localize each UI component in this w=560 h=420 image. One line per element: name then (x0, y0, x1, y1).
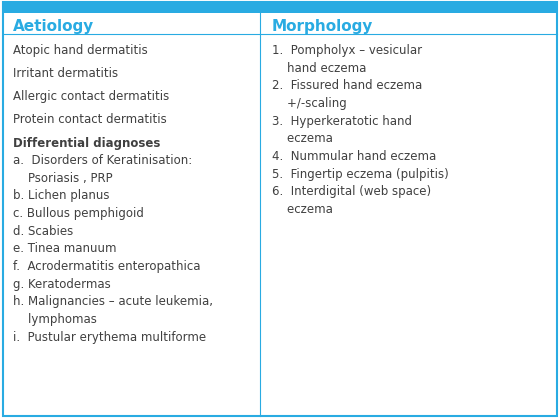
Text: Allergic contact dermatitis: Allergic contact dermatitis (13, 90, 169, 103)
Text: 6.  Interdigital (web space): 6. Interdigital (web space) (272, 185, 431, 198)
FancyBboxPatch shape (3, 2, 557, 13)
Text: Psoriasis , PRP: Psoriasis , PRP (13, 172, 113, 185)
Text: 3.  Hyperkeratotic hand: 3. Hyperkeratotic hand (272, 115, 412, 128)
Text: d. Scabies: d. Scabies (13, 225, 73, 238)
FancyBboxPatch shape (3, 2, 557, 416)
Text: a.  Disorders of Keratinisation:: a. Disorders of Keratinisation: (13, 154, 192, 167)
Text: eczema: eczema (272, 203, 333, 216)
Text: 4.  Nummular hand eczema: 4. Nummular hand eczema (272, 150, 436, 163)
Text: Aetiology: Aetiology (13, 18, 94, 34)
Text: Atopic hand dermatitis: Atopic hand dermatitis (13, 44, 148, 57)
Text: c. Bullous pemphigoid: c. Bullous pemphigoid (13, 207, 144, 220)
Text: e. Tinea manuum: e. Tinea manuum (13, 242, 116, 255)
Text: i.  Pustular erythema multiforme: i. Pustular erythema multiforme (13, 331, 206, 344)
Text: Protein contact dermatitis: Protein contact dermatitis (13, 113, 167, 126)
Text: Morphology: Morphology (272, 18, 373, 34)
Text: g. Keratodermas: g. Keratodermas (13, 278, 111, 291)
Text: 5.  Fingertip eczema (pulpitis): 5. Fingertip eczema (pulpitis) (272, 168, 449, 181)
Text: eczema: eczema (272, 132, 333, 145)
Text: b. Lichen planus: b. Lichen planus (13, 189, 109, 202)
Text: 1.  Pompholyx – vesicular: 1. Pompholyx – vesicular (272, 44, 422, 57)
Text: Irritant dermatitis: Irritant dermatitis (13, 67, 118, 80)
Text: h. Malignancies – acute leukemia,: h. Malignancies – acute leukemia, (13, 295, 213, 308)
Text: hand eczema: hand eczema (272, 62, 366, 75)
Text: lymphomas: lymphomas (13, 313, 97, 326)
Text: 2.  Fissured hand eczema: 2. Fissured hand eczema (272, 79, 422, 92)
Text: Differential diagnoses: Differential diagnoses (13, 136, 160, 150)
Text: +/-scaling: +/-scaling (272, 97, 346, 110)
Text: f.  Acrodermatitis enteropathica: f. Acrodermatitis enteropathica (13, 260, 200, 273)
